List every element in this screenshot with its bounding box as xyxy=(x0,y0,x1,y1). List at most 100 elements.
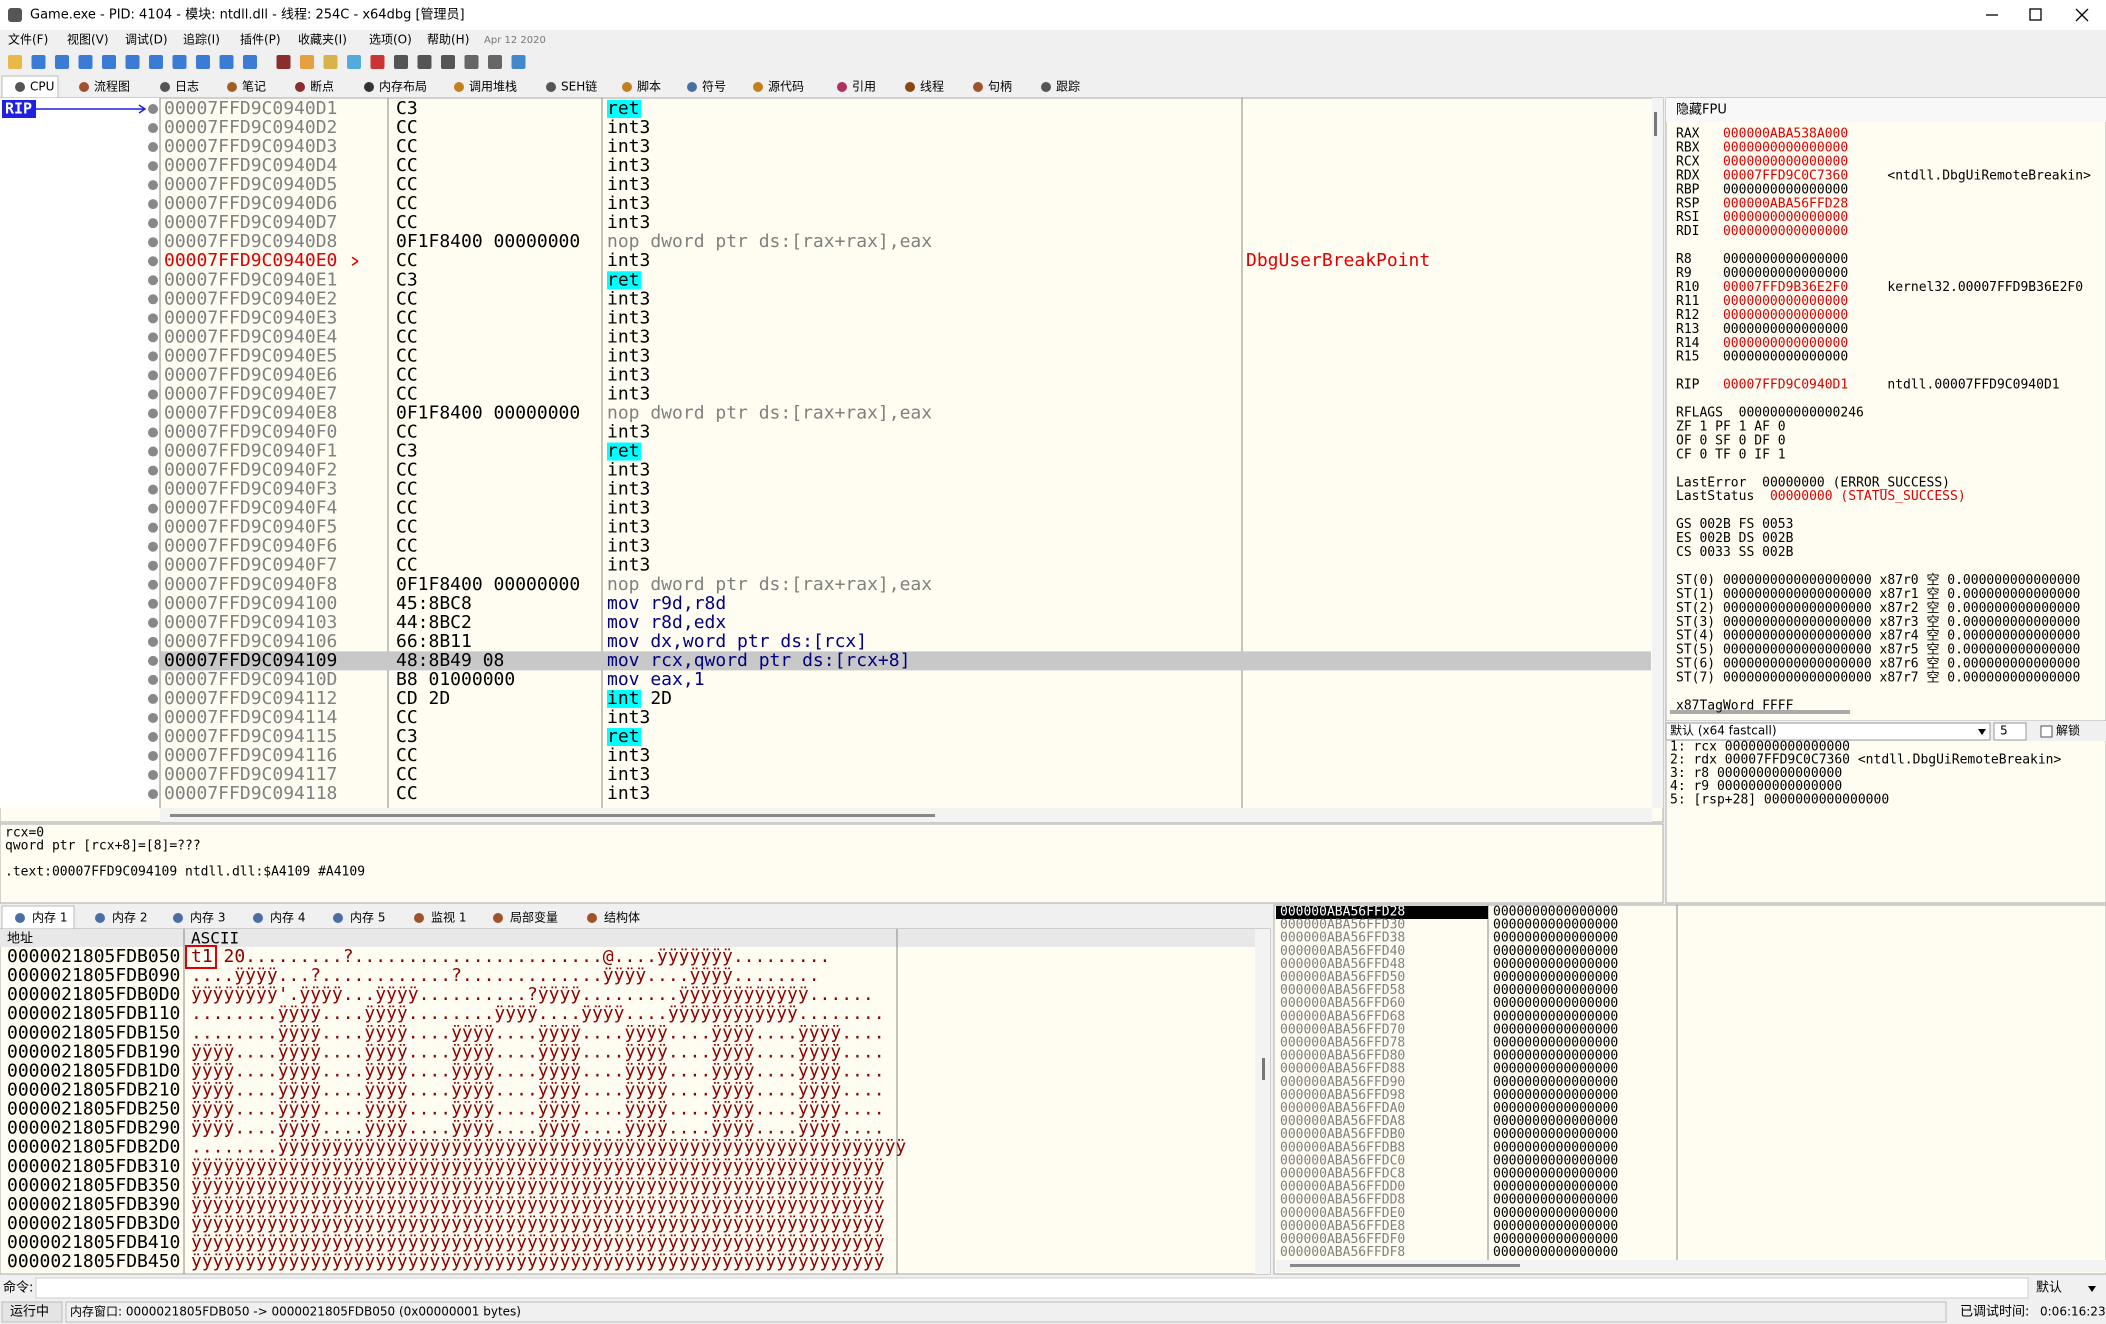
register-name[interactable]: ST(0) 0000000000000000000 x87r0 空 0.0000… xyxy=(1676,573,2080,588)
register-name[interactable]: CS 0033 SS 002B xyxy=(1676,545,1794,560)
register-name[interactable]: ST(4) 0000000000000000000 x87r4 空 0.0000… xyxy=(1676,629,2080,644)
breakpoint-slot[interactable] xyxy=(148,598,158,609)
register-value[interactable]: 0000000000000000 xyxy=(1723,140,1848,155)
instruction-address[interactable]: 00007FFD9C0940E8 xyxy=(164,402,337,423)
register-value[interactable]: 0000000000000000 xyxy=(1723,182,1848,197)
instruction-address[interactable]: 00007FFD9C0940F5 xyxy=(164,517,337,538)
breakpoint-slot[interactable] xyxy=(148,712,158,723)
menu-item[interactable]: 插件(P) xyxy=(240,33,281,47)
tab-label[interactable]: 内存布局 xyxy=(379,80,427,94)
register-name[interactable]: RBX xyxy=(1676,140,1700,155)
register-value[interactable]: 0000000000000246 xyxy=(1739,406,1864,421)
memory-tab-label[interactable]: 局部变量 xyxy=(510,910,558,925)
dump-address[interactable]: 0000021805FDB1D0 xyxy=(7,1060,180,1081)
instruction-address[interactable]: 00007FFD9C094117 xyxy=(164,764,337,785)
register-value[interactable]: 0000000000000000 xyxy=(1723,322,1848,337)
stack-address[interactable]: 000000ABA56FFDD8 xyxy=(1280,1193,1405,1208)
dump-ascii[interactable]: t1 20.........?.......................@.… xyxy=(191,946,830,967)
breakpoint-slot[interactable] xyxy=(148,674,158,685)
dump-ascii[interactable]: ÿÿÿÿÿÿÿÿÿÿÿÿÿÿÿÿÿÿÿÿÿÿÿÿÿÿÿÿÿÿÿÿÿÿÿÿÿÿÿÿ… xyxy=(191,1156,885,1177)
register-name[interactable]: R14 xyxy=(1676,336,1700,351)
stack-address[interactable]: 000000ABA56FFD68 xyxy=(1280,1009,1405,1024)
dump-ascii[interactable]: ÿÿÿÿ....ÿÿÿÿ....ÿÿÿÿ....ÿÿÿÿ....ÿÿÿÿ....… xyxy=(191,1099,885,1120)
tab-label[interactable]: 脚本 xyxy=(637,79,661,94)
breakpoint-slot[interactable] xyxy=(148,123,158,134)
register-name[interactable]: RCX xyxy=(1676,154,1700,169)
stack-address[interactable]: 000000ABA56FFDB8 xyxy=(1280,1140,1405,1155)
breakpoint-slot[interactable] xyxy=(148,275,158,286)
toolbar-icon[interactable] xyxy=(370,55,385,69)
dump-ascii[interactable]: ....ÿÿÿÿ...?............?.............ÿÿ… xyxy=(191,965,820,986)
dump-ascii[interactable]: ÿÿÿÿ....ÿÿÿÿ....ÿÿÿÿ....ÿÿÿÿ....ÿÿÿÿ....… xyxy=(191,1060,885,1081)
memory-tab-label[interactable]: 内存 1 xyxy=(32,911,67,925)
register-name[interactable]: R11 xyxy=(1676,294,1699,309)
tab-label[interactable]: 引用 xyxy=(852,80,876,94)
register-name[interactable]: ST(7) 0000000000000000000 x87r7 空 0.0000… xyxy=(1676,671,2080,686)
dump-ascii[interactable]: ÿÿÿÿÿÿÿÿÿÿÿÿÿÿÿÿÿÿÿÿÿÿÿÿÿÿÿÿÿÿÿÿÿÿÿÿÿÿÿÿ… xyxy=(191,1194,885,1215)
dump-address[interactable]: 0000021805FDB0D0 xyxy=(7,984,180,1005)
register-value[interactable]: 00000000 xyxy=(1762,475,1825,490)
toolbar-icon[interactable] xyxy=(243,55,257,69)
register-name[interactable]: RIP xyxy=(1676,378,1700,393)
instruction-address[interactable]: 00007FFD9C094116 xyxy=(164,745,337,766)
dump-address[interactable]: 0000021805FDB190 xyxy=(7,1041,180,1062)
register-name[interactable]: RFLAGS xyxy=(1676,406,1723,421)
register-name[interactable]: ST(6) 0000000000000000000 x87r6 空 0.0000… xyxy=(1676,657,2080,672)
command-mode[interactable]: 默认 xyxy=(2036,1280,2062,1296)
stack-address[interactable]: 000000ABA56FFD38 xyxy=(1280,931,1405,946)
instruction-address[interactable]: 00007FFD9C0940D4 xyxy=(164,155,337,176)
register-name[interactable]: RDI xyxy=(1676,224,1699,239)
instruction-address[interactable]: 00007FFD9C094100 xyxy=(164,593,337,614)
stack-address[interactable]: 000000ABA56FFDA8 xyxy=(1280,1114,1405,1129)
register-name[interactable]: ST(5) 0000000000000000000 x87r5 空 0.0000… xyxy=(1676,643,2080,658)
toolbar-icon[interactable] xyxy=(219,55,234,69)
breakpoint-slot[interactable] xyxy=(148,199,158,210)
register-name[interactable]: RDX xyxy=(1676,168,1700,183)
instruction-address[interactable]: 00007FFD9C094115 xyxy=(164,726,337,747)
dump-address[interactable]: 0000021805FDB090 xyxy=(7,965,180,986)
register-name[interactable]: RSP xyxy=(1676,196,1700,211)
scrollbar[interactable] xyxy=(1652,98,1663,808)
scroll-thumb[interactable] xyxy=(1654,112,1657,136)
toolbar-icon[interactable] xyxy=(300,55,314,69)
register-value[interactable]: 0000000000000000 xyxy=(1723,252,1848,267)
instruction-address[interactable]: 00007FFD9C0940D2 xyxy=(164,117,337,138)
stack-address[interactable]: 000000ABA56FFD58 xyxy=(1280,983,1405,998)
dump-ascii[interactable]: ........ÿÿÿÿ....ÿÿÿÿ....ÿÿÿÿ....ÿÿÿÿ....… xyxy=(191,1022,885,1043)
toolbar-icon[interactable] xyxy=(8,55,22,69)
breakpoint-slot[interactable] xyxy=(148,751,158,762)
menu-item[interactable]: 文件(F) xyxy=(8,32,48,47)
instruction-address[interactable]: 00007FFD9C0940F2 xyxy=(164,460,337,481)
breakpoint-slot[interactable] xyxy=(148,180,158,191)
registers-header-text[interactable]: 隐藏FPU xyxy=(1676,103,1727,118)
menu-item[interactable]: 追踪(I) xyxy=(183,32,220,47)
stack-address[interactable]: 000000ABA56FFD78 xyxy=(1280,1036,1405,1051)
breakpoint-slot[interactable] xyxy=(148,237,158,248)
stack-address[interactable]: 000000ABA56FFDF0 xyxy=(1280,1232,1405,1247)
toolbar-icon[interactable] xyxy=(55,55,69,69)
menu-item[interactable]: 帮助(H) xyxy=(427,33,469,47)
instruction-address[interactable]: 00007FFD9C0940F3 xyxy=(164,479,337,500)
memory-tab-label[interactable]: 监视 1 xyxy=(431,910,466,925)
toolbar-icon[interactable] xyxy=(31,55,46,69)
toolbar-icon[interactable] xyxy=(464,55,479,69)
h-scroll-thumb[interactable] xyxy=(170,814,935,817)
instruction-address[interactable]: 00007FFD9C0940E6 xyxy=(164,364,337,385)
memory-tab-label[interactable]: 内存 5 xyxy=(350,911,385,925)
dump-ascii[interactable]: ........ÿÿÿÿÿÿÿÿÿÿÿÿÿÿÿÿÿÿÿÿÿÿÿÿÿÿÿÿÿÿÿÿ… xyxy=(191,1137,906,1158)
dump-address[interactable]: 0000021805FDB2D0 xyxy=(7,1137,180,1158)
stack-address[interactable]: 000000ABA56FFD88 xyxy=(1280,1062,1405,1077)
stack-address[interactable]: 000000ABA56FFDE0 xyxy=(1280,1206,1405,1221)
register-value[interactable]: 0000000000000000 xyxy=(1723,336,1848,351)
breakpoint-slot[interactable] xyxy=(148,408,158,419)
instruction-address[interactable]: 00007FFD9C09410D xyxy=(164,669,337,690)
register-value[interactable]: 000000ABA538A000 xyxy=(1723,127,1848,142)
breakpoint-slot[interactable] xyxy=(148,617,158,628)
breakpoint-slot[interactable] xyxy=(148,731,158,742)
dump-ascii[interactable]: ÿÿÿÿÿÿÿÿÿÿÿÿÿÿÿÿÿÿÿÿÿÿÿÿÿÿÿÿÿÿÿÿÿÿÿÿÿÿÿÿ… xyxy=(191,1251,885,1272)
dump-ascii[interactable]: ÿÿÿÿÿÿÿÿÿÿÿÿÿÿÿÿÿÿÿÿÿÿÿÿÿÿÿÿÿÿÿÿÿÿÿÿÿÿÿÿ… xyxy=(191,1175,885,1196)
register-value[interactable]: 00007FFD9C0C7360 xyxy=(1723,168,1848,183)
breakpoint-slot[interactable] xyxy=(148,484,158,495)
stack-address[interactable]: 000000ABA56FFDB0 xyxy=(1280,1127,1405,1142)
register-value[interactable]: 00000000 xyxy=(1770,489,1833,504)
